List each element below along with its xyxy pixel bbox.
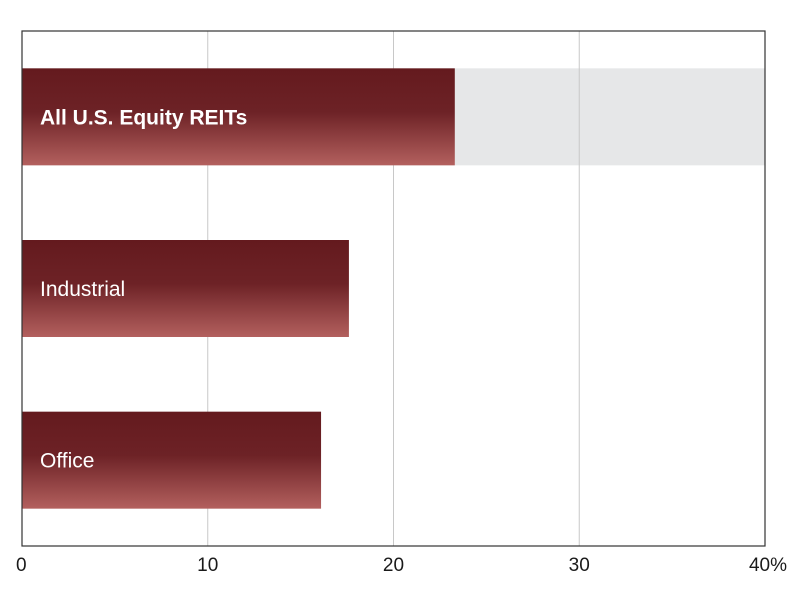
plot-frame bbox=[21, 30, 766, 547]
x-tick-label: 40% bbox=[749, 555, 787, 576]
x-tick-label: 20 bbox=[383, 555, 404, 576]
x-tick-label: 30 bbox=[569, 555, 590, 576]
bar bbox=[22, 240, 349, 337]
bar-layer: All U.S. Equity REITs Industrial Office bbox=[22, 68, 455, 509]
bar-category-label: All U.S. Equity REITs bbox=[40, 106, 247, 129]
bar-category-label: Office bbox=[40, 450, 94, 473]
bar-category-label: Industrial bbox=[40, 278, 125, 301]
bar bbox=[22, 68, 455, 166]
x-tick-label: 0 bbox=[16, 555, 27, 576]
x-tick-label: 10 bbox=[197, 555, 218, 576]
bar bbox=[22, 411, 322, 509]
tick-label-layer: 0 10 20 30 40% bbox=[16, 555, 787, 576]
